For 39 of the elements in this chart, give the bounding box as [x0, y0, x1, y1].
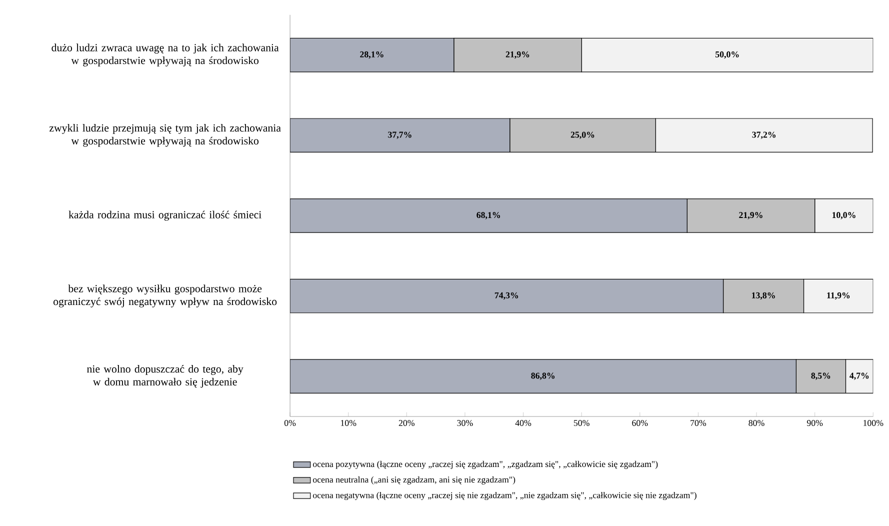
data-label: 4,7%: [850, 372, 869, 380]
x-tick-label: 90%: [806, 420, 823, 426]
data-label: 86,8%: [531, 372, 554, 380]
bar: [290, 118, 510, 153]
x-tick-label: 30%: [457, 420, 473, 426]
bar: [290, 359, 796, 394]
x-tick-label: 100%: [864, 420, 884, 426]
bar: [290, 279, 724, 314]
data-label: 37,7%: [388, 132, 412, 140]
data-label: 8,5%: [811, 372, 830, 380]
x-tick-label: 70%: [690, 420, 706, 426]
bar: [290, 198, 688, 234]
x-tick-label: 50%: [574, 420, 590, 426]
data-label: 50,0%: [715, 52, 739, 59]
data-label: 13,8%: [752, 292, 775, 300]
data-label: 68,1%: [476, 212, 500, 220]
data-label: 10,0%: [832, 212, 856, 220]
legend-label: ocena pozytywna (łączne oceny „raczej się zgadzam", „zgadzam się", „całkowicie się zgadzam"): [312, 461, 658, 470]
y-tick-label: zwykli ludzie przejmują się tym jak ich zachowania w gospodarstwie wpływają na środowisko: [49, 124, 281, 147]
data-label: 25,0%: [570, 132, 594, 140]
data-label: 74,3%: [494, 292, 518, 300]
data-label: 21,9%: [739, 212, 762, 220]
data-label: 37,2%: [752, 132, 776, 140]
y-tick-label: każda rodzina musi ograniczać ilość śmieci: [68, 210, 262, 221]
bar: [290, 38, 454, 72]
x-tick-label: 40%: [515, 420, 532, 426]
y-tick-label: nie wolno dopuszczać do tego, aby w domu marnowało się jedzenie: [87, 365, 244, 388]
x-tick-label: 0%: [284, 420, 296, 426]
x-tick-label: 20%: [398, 420, 415, 426]
y-tick-label: dużo ludzi zwraca uwagę na to jak ich zachowania w gospodarstwie wpływają na środowisko: [52, 44, 279, 67]
x-tick-label: 60%: [632, 420, 648, 426]
legend-label: ocena neutralna („ani się zgadzam, ani się nie zgadzam"): [312, 476, 516, 485]
data-label: 11,9%: [827, 292, 850, 300]
data-label: 28,1%: [360, 52, 384, 59]
x-tick-label: 80%: [748, 420, 764, 426]
legend-label: ocena negatywna (łączne oceny „raczej się nie zgadzam", „nie zgadzam się", „całkowicie się nie zgadzam"): [312, 492, 696, 500]
y-tick-label: bez większego wysiłku gospodarstwo może ograniczyć swój negatywny wpływ na środowisko: [54, 284, 277, 308]
x-tick-label: 10%: [340, 420, 356, 426]
data-label: 21,9%: [506, 52, 530, 59]
